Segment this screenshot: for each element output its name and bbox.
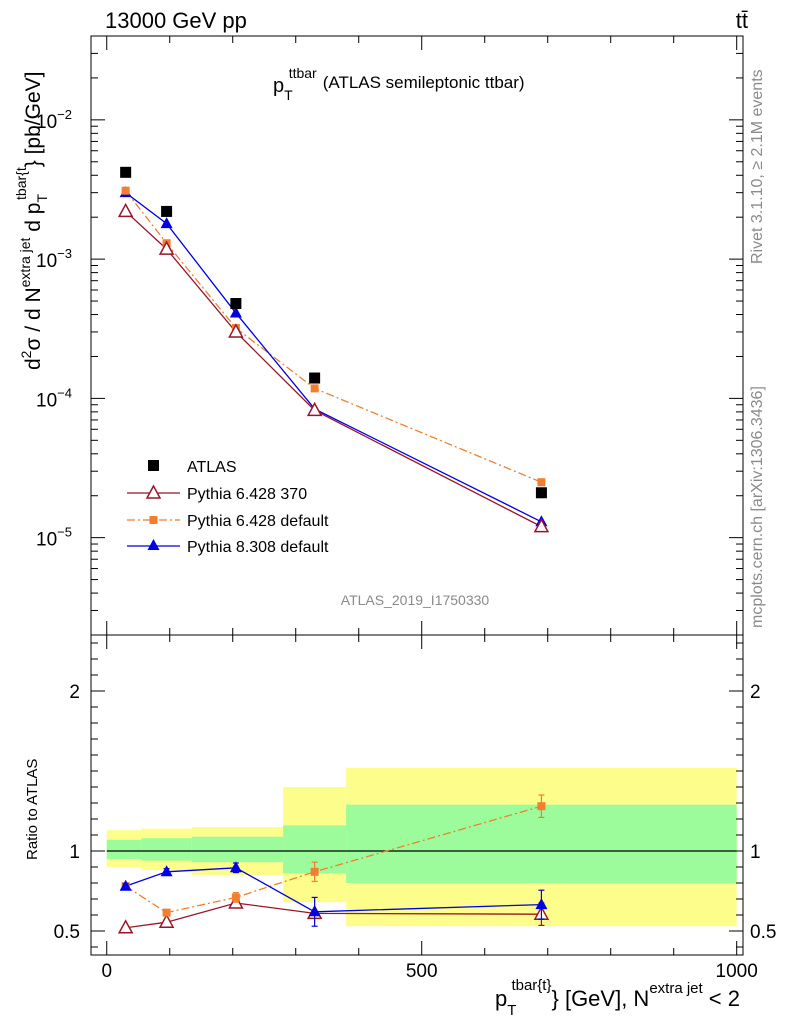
ratio-point-pythia-8-308-default xyxy=(308,905,321,917)
legend-label-pythia6-default: Pythia 6.428 default xyxy=(187,513,329,530)
header-left: 13000 GeV pp xyxy=(105,8,247,33)
main-point-atlas xyxy=(161,205,173,217)
ratio-marks xyxy=(117,794,550,934)
main-point-pythia-6-428-370 xyxy=(158,240,175,255)
legend-label-pythia8-default: Pythia 8.308 default xyxy=(187,539,329,556)
x-label-base: p xyxy=(495,986,507,1011)
main-point-pythia-6-428-370 xyxy=(306,401,323,417)
rivet-label: Rivet 3.1.10, ≥ 2.1M events xyxy=(749,69,766,264)
main-ticks xyxy=(91,35,743,636)
legend-marker-atlas xyxy=(148,460,159,471)
main-y-axis-label: d2σ / d Nextra jet d pTtbar{t} [pb/GeV] xyxy=(13,72,50,370)
ratio-y-tick-label-right: 1 xyxy=(750,842,761,863)
ratio-y-axis-label: Ratio to ATLAS xyxy=(24,759,41,860)
main-point-atlas xyxy=(230,298,242,310)
ratio-point-pythia-6-428-default xyxy=(310,867,319,876)
main-y-tick-label: 10−5 xyxy=(36,525,72,551)
ratio-y-tick-label: 0.5 xyxy=(54,922,80,943)
ratio-point-pythia-6-428-370 xyxy=(158,913,175,928)
ratio-stat-band xyxy=(191,836,284,863)
legend-item-pythia6-default: Pythia 6.428 default xyxy=(127,513,329,530)
main-point-pythia-6-428-default xyxy=(310,384,319,393)
main-point-pythia-6-428-370 xyxy=(228,323,244,338)
ratio-point-pythia-8-308-default xyxy=(535,898,548,910)
ratio-ticks xyxy=(91,635,743,955)
ratio-y-tick-labels: 0.5 0.5 1 1 2 2 xyxy=(54,682,777,943)
legend-marker-pythia8-default xyxy=(147,539,160,550)
title-rest: (ATLAS semileptonic ttbar) xyxy=(323,73,525,92)
ratio-stat-band xyxy=(141,838,192,861)
legend-item-pythia6-370: Pythia 6.428 370 xyxy=(127,484,307,503)
ratio-y-tick-label: 1 xyxy=(69,842,80,863)
main-line-pythia-6-428-default xyxy=(125,190,542,483)
main-point-pythia-8-308-default xyxy=(229,306,242,318)
main-point-pythia-6-428-370 xyxy=(117,202,134,218)
main-point-pythia-6-428-370 xyxy=(533,518,550,533)
ratio-y-tick-label-right: 2 xyxy=(750,682,761,703)
ratio-x-tick-label: 0 xyxy=(101,961,112,982)
ratio-x-tick-label: 1000 xyxy=(716,961,758,982)
main-marks xyxy=(117,166,550,533)
main-point-atlas xyxy=(309,372,321,384)
ratio-point-pythia-6-428-default xyxy=(231,893,240,902)
mcplots-label: mcplots.cern.ch [arXiv:1306.3436] xyxy=(749,386,766,628)
ratio-point-pythia-8-308-default xyxy=(119,879,132,891)
main-point-pythia-6-428-default xyxy=(537,478,546,487)
main-point-pythia-8-308-default xyxy=(160,217,173,229)
legend: ATLAS Pythia 6.428 370 Pythia 6.428 defa… xyxy=(127,459,329,556)
main-y-tick-label: 10−2 xyxy=(36,107,72,133)
x-label-sup2: extra jet xyxy=(649,980,703,997)
ratio-uncertainty-bands xyxy=(106,767,737,927)
main-y-tick-labels: 10−5 10−4 10−3 10−2 xyxy=(36,107,72,551)
x-label-end: < 2 xyxy=(703,986,740,1011)
ratio-panel: 0.5 0.5 1 1 2 2 0 500 1000 Ratio to ATLAS pTtba… xyxy=(24,634,777,1019)
legend-label-atlas: ATLAS xyxy=(187,459,237,476)
header-right: tt̄ xyxy=(736,8,748,33)
main-point-atlas xyxy=(535,487,547,499)
main-line-pythia-6-428-370 xyxy=(125,210,542,528)
x-label-sup: tbar{t} xyxy=(511,977,551,994)
title-base: p xyxy=(273,75,284,97)
title-sub: T xyxy=(284,87,293,103)
main-y-tick-label: 10−4 xyxy=(36,385,72,411)
main-panel: 10−5 10−4 10−3 10−2 pTttbar (ATLAS semilepto… xyxy=(13,35,744,636)
ratio-point-pythia-8-308-default xyxy=(160,865,173,877)
legend-item-atlas: ATLAS xyxy=(148,459,237,476)
analysis-watermark: ATLAS_2019_I1750330 xyxy=(341,592,490,608)
ratio-plot-frame xyxy=(90,634,744,956)
x-label-sub: T xyxy=(507,1002,516,1019)
x-axis-label: pTtbar{t}} [GeV], Nextra jet < 2 xyxy=(495,977,740,1019)
ratio-point-pythia-6-428-default xyxy=(537,802,546,811)
legend-label-pythia6-370: Pythia 6.428 370 xyxy=(187,486,307,503)
legend-marker-pythia6-370 xyxy=(145,484,162,499)
ratio-point-pythia-8-308-default xyxy=(229,861,242,873)
main-y-tick-label: 10−3 xyxy=(36,246,72,272)
x-label-mid: } [GeV], N xyxy=(552,986,650,1011)
ratio-point-pythia-6-428-370 xyxy=(117,919,134,934)
title-sup: ttbar xyxy=(289,65,317,81)
legend-item-pythia8-default: Pythia 8.308 default xyxy=(127,539,329,556)
legend-marker-pythia6-default xyxy=(149,516,158,524)
ratio-x-tick-label: 500 xyxy=(406,961,438,982)
ratio-y-tick-label: 2 xyxy=(69,682,80,703)
ratio-x-tick-labels: 0 500 1000 xyxy=(101,961,757,982)
ratio-stat-band xyxy=(106,839,142,859)
main-point-atlas xyxy=(120,166,132,178)
main-title: pTttbar (ATLAS semileptonic ttbar) xyxy=(273,65,525,103)
ratio-y-tick-label-right: 0.5 xyxy=(750,922,776,943)
main-point-pythia-6-428-default xyxy=(121,186,130,195)
ratio-point-pythia-6-428-default xyxy=(162,908,171,917)
